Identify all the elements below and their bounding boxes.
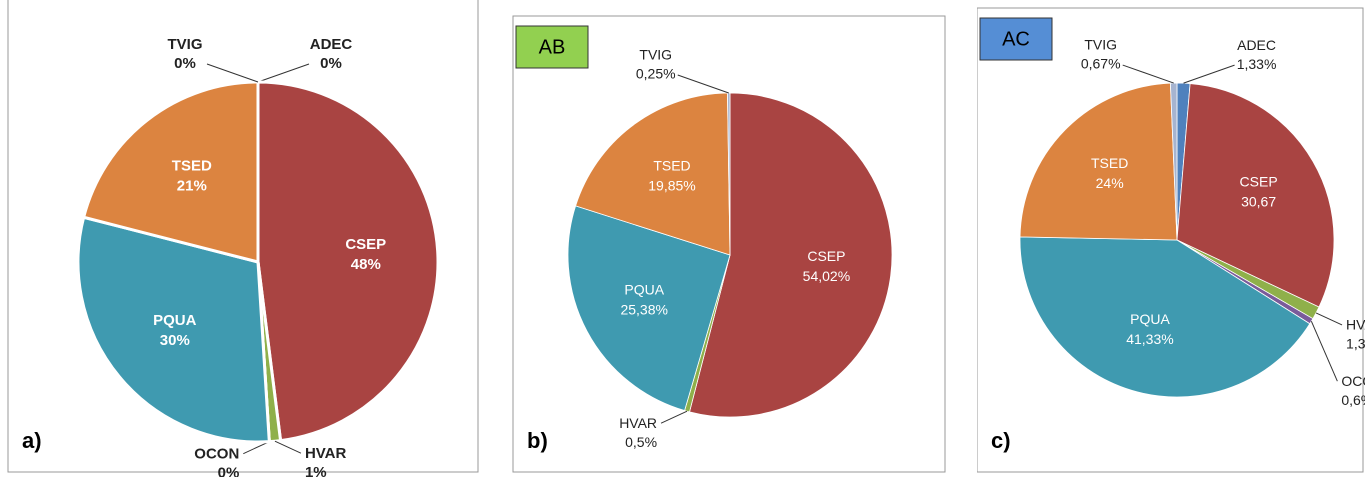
slice-name: TVIG xyxy=(1084,37,1117,53)
pie-slice xyxy=(567,205,731,412)
panel-label: c) xyxy=(991,428,1011,453)
leader-line xyxy=(677,74,729,94)
slice-name: PQUA xyxy=(1130,311,1170,327)
panel-frame xyxy=(512,15,946,473)
panel-label: b) xyxy=(527,428,548,453)
pie-slice xyxy=(1019,82,1178,241)
slice-value: 25,38% xyxy=(620,301,667,317)
slice-value: 0,5% xyxy=(625,434,657,450)
pie-panel: ADEC 1,33% CSEP 30,67 HVAR 1,33% OCON 0,6% PQUA 4… xyxy=(977,7,1365,473)
pie-slice xyxy=(1176,83,1335,308)
slice-name: HVAR xyxy=(1346,317,1365,333)
leader-line xyxy=(1310,321,1338,382)
pie-slice xyxy=(256,80,440,443)
slice-value: 1,33% xyxy=(1346,336,1365,352)
slice-value: 48% xyxy=(351,256,381,273)
slice-value: 54,02% xyxy=(803,268,850,284)
slice-value: 0,6% xyxy=(1341,392,1365,408)
leader-line xyxy=(1183,64,1235,84)
pie-slice xyxy=(689,92,893,418)
slice-value: 30,67 xyxy=(1241,194,1276,210)
slice-name: TVIG xyxy=(167,36,202,53)
slice-value: 30% xyxy=(160,332,190,349)
panel-frame xyxy=(7,0,479,473)
slice-value: 0% xyxy=(320,55,342,72)
slice-value: 1,33% xyxy=(1237,56,1277,72)
slice-value: 41,33% xyxy=(1126,331,1173,347)
slice-value: 21% xyxy=(177,178,207,195)
leader-line xyxy=(243,441,270,455)
title-box xyxy=(515,25,589,69)
slice-name: HVAR xyxy=(305,445,347,462)
slice-name: PQUA xyxy=(624,281,664,297)
slice-name: ADEC xyxy=(1237,37,1276,53)
slice-name: OCON xyxy=(1341,373,1365,389)
chart-title: AC xyxy=(1002,28,1030,50)
slice-name: TVIG xyxy=(639,47,672,63)
slice-name: TSED xyxy=(653,158,690,174)
pie-slice xyxy=(1169,82,1178,241)
slice-value: 0,67% xyxy=(1081,56,1121,72)
slice-name: TSED xyxy=(172,158,212,175)
slice-value: 0% xyxy=(174,55,196,72)
panel-label: a) xyxy=(22,428,42,453)
pie-slice xyxy=(575,92,731,256)
pie-slice xyxy=(81,80,260,264)
pie-panel: CSEP 54,02% HVAR 0,5% PQUA 25,38% TSED 19,85% TV… xyxy=(512,15,946,473)
panel-frame xyxy=(977,7,1364,473)
slice-value: 24% xyxy=(1096,175,1124,191)
slice-value: 1% xyxy=(305,464,327,477)
slice-value: 0% xyxy=(218,465,240,477)
slice-name: CSEP xyxy=(345,236,386,253)
slice-name: PQUA xyxy=(153,312,197,329)
pie-panel: ADEC 0% CSEP 48% HVAR 1% OCON 0% PQUA 30% TSED 21% T… xyxy=(7,0,479,477)
slice-name: CSEP xyxy=(1240,174,1278,190)
leader-line xyxy=(274,440,302,454)
slice-name: HVAR xyxy=(619,415,657,431)
pie-slice xyxy=(76,215,271,444)
title-box xyxy=(979,17,1053,61)
slice-name: TSED xyxy=(1091,155,1128,171)
leader-line xyxy=(1122,64,1174,84)
leader-line xyxy=(1315,312,1343,326)
pie-slice xyxy=(1019,236,1311,398)
slice-name: OCON xyxy=(194,446,239,463)
leader-line xyxy=(257,63,310,83)
leader-line xyxy=(660,410,688,424)
slice-value: 19,85% xyxy=(648,178,695,194)
slice-name: CSEP xyxy=(807,248,845,264)
slice-value: 0,25% xyxy=(636,66,676,82)
leader-line xyxy=(206,63,259,83)
chart-title: AB xyxy=(539,36,566,58)
slice-name: ADEC xyxy=(310,36,353,53)
